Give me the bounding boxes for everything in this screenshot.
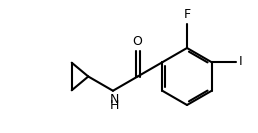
Text: I: I [238,55,242,68]
Text: O: O [133,35,143,48]
Text: F: F [183,8,191,21]
Text: N: N [109,93,119,106]
Text: H: H [109,99,119,112]
